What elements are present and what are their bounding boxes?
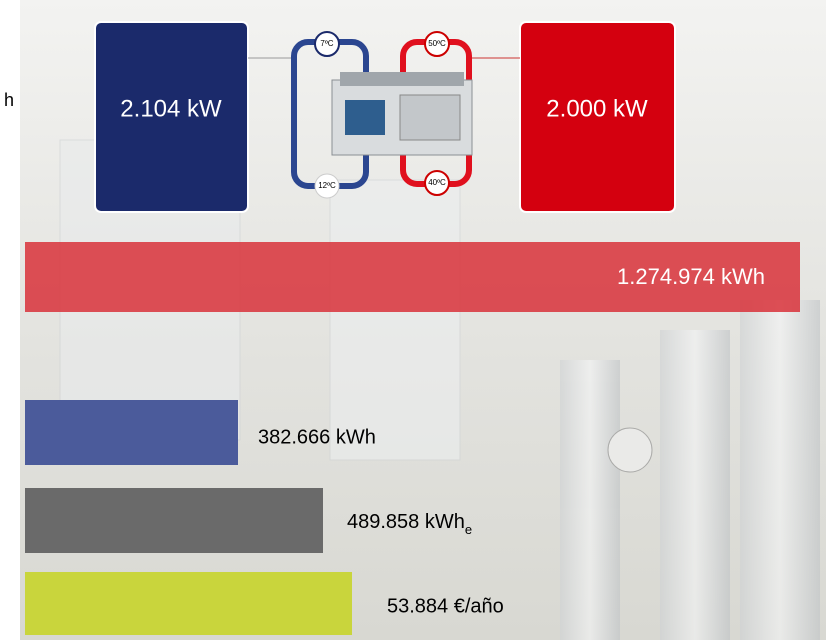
bar xyxy=(25,572,352,635)
bar-label-main: 489.858 kWh xyxy=(347,511,465,533)
bar-label-subscript: e xyxy=(465,522,472,537)
temp: 7ºC xyxy=(320,39,333,48)
bar xyxy=(25,400,238,465)
bar xyxy=(25,488,323,553)
cold-power: 2.104 kW xyxy=(120,95,222,122)
chiller-unit xyxy=(332,72,472,155)
bar-label: 1.274.974 kWh xyxy=(617,264,765,289)
temp: 12ºC xyxy=(318,181,336,190)
temp: 50ºC xyxy=(428,39,446,48)
slide: h 2.104 kW 2.000 kW 7ºC 12ºC 50ºC 40ºC 1… xyxy=(0,0,826,640)
cut-text: h xyxy=(4,90,14,110)
bar-label: 382.666 kWh xyxy=(258,426,376,448)
temp: 40ºC xyxy=(428,178,446,187)
bar-label: 53.884 €/año xyxy=(387,595,504,617)
hot-power: 2.000 kW xyxy=(546,95,648,122)
